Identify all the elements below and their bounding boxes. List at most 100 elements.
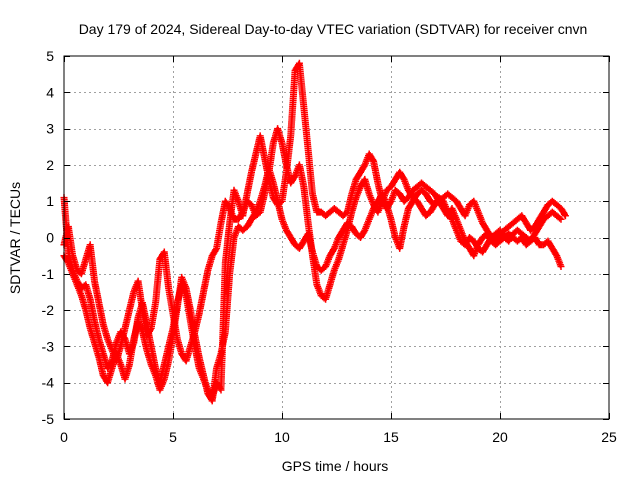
plus-marker	[513, 235, 524, 245]
plus-marker	[352, 230, 363, 240]
plus-marker	[335, 228, 346, 241]
data-point	[474, 208, 486, 225]
data-point	[518, 212, 529, 225]
data-point	[309, 190, 320, 214]
plus-marker	[500, 234, 511, 244]
plus-marker	[535, 210, 547, 223]
data-point	[439, 191, 450, 202]
data-point	[387, 215, 399, 240]
data-point	[535, 210, 547, 223]
data-point	[457, 237, 468, 248]
data-point	[248, 210, 259, 223]
plus-marker	[553, 212, 564, 222]
plus-marker	[147, 361, 159, 378]
plus-marker	[348, 223, 359, 236]
plus-marker	[322, 283, 333, 303]
plus-marker	[339, 209, 350, 220]
data-point	[217, 330, 229, 358]
plus-marker	[466, 234, 476, 244]
plus-marker	[422, 183, 433, 193]
plus-marker	[400, 206, 412, 231]
data-point	[479, 242, 490, 256]
data-point	[496, 235, 507, 245]
data-point	[548, 208, 559, 218]
plus-marker	[160, 359, 172, 383]
data-point	[418, 179, 428, 189]
data-point	[95, 299, 107, 327]
plus-marker	[513, 226, 524, 237]
data-point	[82, 306, 94, 330]
plus-marker	[357, 228, 368, 241]
x-axis-label: GPS time / hours	[282, 458, 389, 474]
data-point	[452, 197, 464, 211]
data-point	[352, 170, 364, 183]
data-point	[513, 235, 524, 245]
plus-marker	[256, 132, 268, 160]
plus-marker	[492, 227, 502, 238]
plus-marker	[335, 208, 346, 218]
data-point	[256, 132, 268, 160]
plus-marker	[304, 230, 316, 254]
plus-marker	[291, 241, 302, 251]
plus-marker	[544, 237, 555, 251]
data-point	[500, 234, 511, 244]
x-tick-label: 25	[601, 429, 617, 445]
data-point	[147, 361, 159, 378]
plus-marker	[278, 215, 290, 232]
plus-marker	[418, 179, 428, 189]
data-point	[540, 202, 551, 216]
data-point	[186, 306, 198, 338]
plus-marker	[300, 103, 312, 152]
plus-marker	[91, 277, 102, 305]
data-point	[522, 234, 533, 244]
plus-marker	[531, 217, 542, 231]
series-trace-a	[60, 59, 569, 401]
data-point	[357, 228, 368, 241]
data-point	[492, 227, 502, 238]
plus-marker	[509, 217, 520, 227]
data-point	[248, 152, 259, 176]
plus-marker	[125, 337, 137, 369]
plus-marker	[457, 237, 468, 248]
data-point	[522, 238, 533, 249]
data-point	[139, 328, 150, 352]
plus-marker	[426, 186, 437, 197]
data-point	[470, 237, 481, 251]
plus-marker	[282, 226, 294, 240]
data-point	[274, 197, 286, 221]
data-point	[483, 235, 494, 249]
data-point	[300, 183, 312, 225]
plus-marker	[544, 198, 555, 209]
data-point	[304, 230, 316, 254]
data-point	[147, 301, 159, 332]
plus-marker	[234, 223, 245, 233]
plus-marker	[387, 215, 399, 240]
data-point	[295, 239, 307, 252]
plus-marker	[522, 234, 533, 244]
data-point	[121, 308, 133, 332]
plus-marker	[221, 221, 233, 267]
data-point	[557, 215, 565, 223]
data-point	[357, 162, 368, 176]
data-point	[422, 190, 433, 204]
plus-marker	[370, 157, 382, 185]
data-point	[221, 221, 233, 267]
plus-marker	[243, 170, 255, 198]
plus-marker	[387, 177, 398, 191]
y-tick-label: -5	[42, 411, 55, 427]
plus-marker	[474, 244, 485, 255]
plus-marker	[186, 306, 198, 338]
data-point	[540, 213, 550, 223]
data-point	[134, 277, 146, 312]
plus-marker	[540, 238, 550, 249]
data-point	[160, 359, 172, 383]
plus-marker	[295, 59, 308, 109]
plus-marker	[400, 195, 411, 205]
data-point	[339, 209, 350, 220]
data-point	[505, 220, 516, 231]
data-point	[335, 228, 346, 241]
plus-marker	[479, 231, 489, 241]
plus-marker	[557, 205, 568, 218]
plus-marker	[86, 241, 98, 283]
plus-marker	[195, 353, 207, 378]
